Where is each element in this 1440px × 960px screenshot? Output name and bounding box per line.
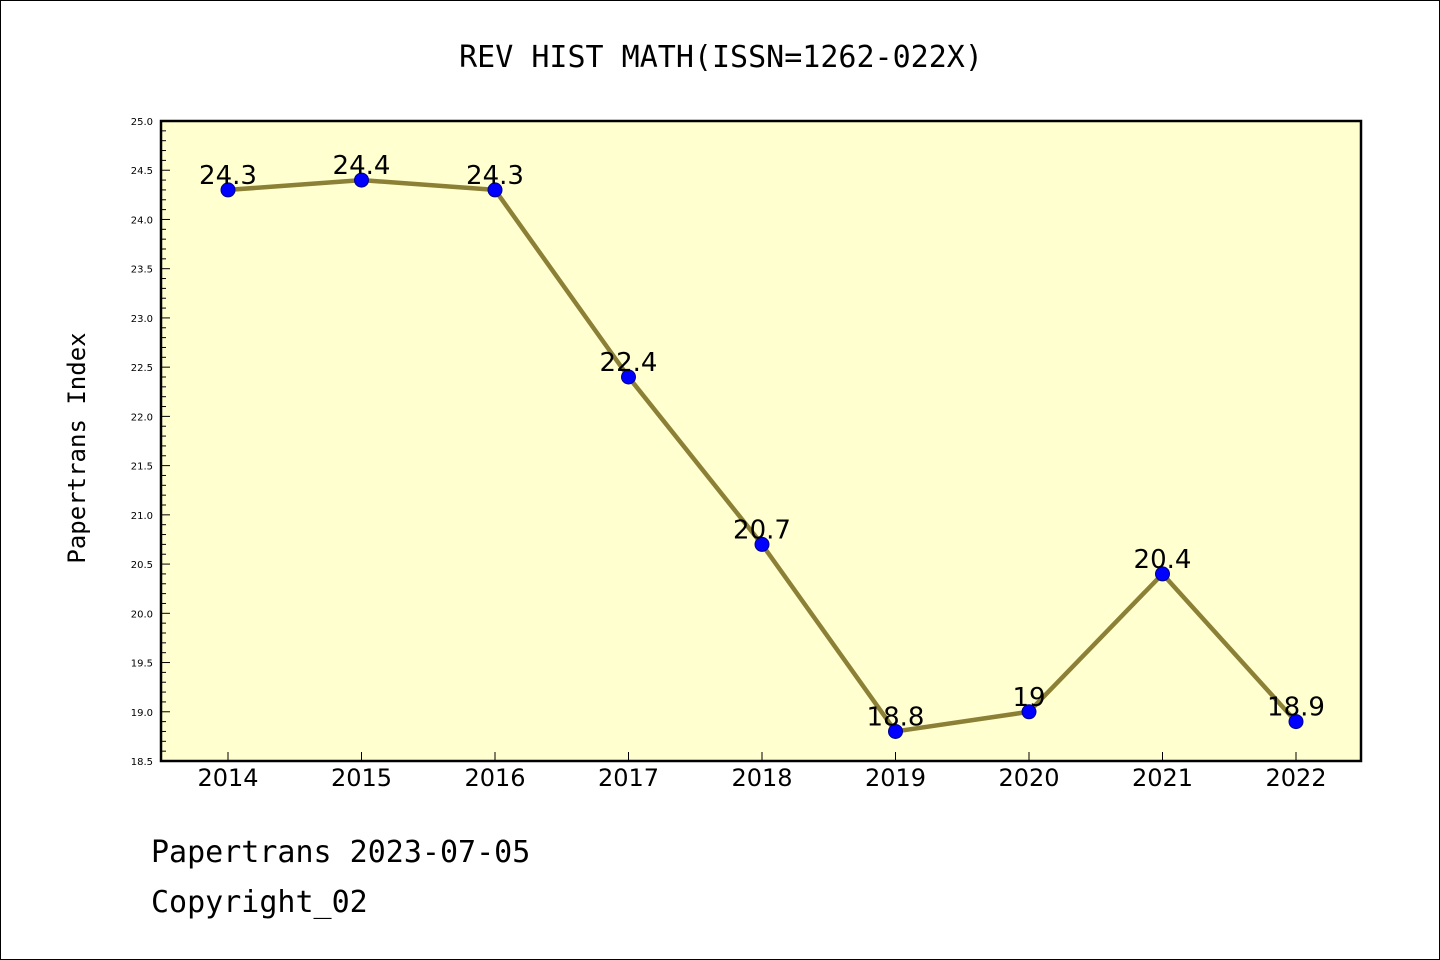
data-point [487, 182, 503, 198]
y-tick-label: 19.5 [131, 659, 153, 670]
data-label: 24.3 [466, 161, 524, 191]
data-label: 18.9 [1267, 693, 1325, 723]
data-label: 18.8 [867, 702, 925, 732]
y-tick-label: 24.0 [131, 215, 153, 226]
data-point [888, 723, 903, 739]
y-tick-label: 19.0 [131, 708, 153, 719]
data-point [220, 182, 236, 198]
y-tick-label: 23.5 [131, 265, 153, 276]
y-tick-label: 22.0 [131, 412, 153, 423]
data-label: 24.3 [199, 161, 257, 191]
y-tick-label: 20.5 [131, 560, 153, 571]
y-tick-label: 20.0 [131, 609, 153, 620]
x-tick-label: 2016 [464, 764, 525, 792]
x-tick-label: 2018 [731, 764, 792, 792]
plot-area [159, 119, 1363, 763]
x-tick-label: 2022 [1265, 764, 1326, 792]
data-point [1155, 566, 1170, 582]
x-tick-label: 2017 [598, 764, 659, 792]
data-label: 24.4 [333, 151, 391, 181]
y-tick-label: 23.0 [131, 314, 153, 325]
y-axis-ticks: 18.5 19.0 19.5 20.0 20.5 21.0 21.5 22.0 22.5 23.0… [131, 117, 170, 768]
data-label: 22.4 [600, 348, 658, 378]
y-tick-label: 21.5 [131, 462, 153, 473]
chart-title: REV HIST MATH(ISSN=1262-022X) [459, 40, 983, 75]
y-tick-label: 21.0 [131, 511, 153, 522]
data-point [754, 536, 770, 552]
data-point [1288, 714, 1304, 730]
x-tick-label: 2015 [331, 764, 392, 792]
data-label: 19 [1012, 683, 1045, 713]
y-tick-label: 22.5 [131, 363, 153, 374]
x-tick-label: 2020 [998, 764, 1059, 792]
y-tick-label: 25.0 [131, 117, 153, 128]
y-tick-label: 18.5 [131, 757, 153, 768]
data-point [1021, 704, 1037, 720]
x-tick-label: 2019 [865, 764, 926, 792]
y-axis-label: Papertrans Index [63, 332, 91, 563]
data-markers [220, 172, 1304, 739]
data-point [354, 172, 369, 188]
data-label: 20.7 [733, 515, 791, 545]
data-labels: 24.3 24.4 24.3 22.4 20.7 18.8 19 20.4 18.9 [199, 151, 1325, 732]
x-tick-label: 2021 [1132, 764, 1193, 792]
footer-date-text: Papertrans 2023-07-05 [151, 835, 531, 870]
y-tick-label: 24.5 [131, 166, 153, 177]
x-axis-ticks: 2014 2015 2016 2017 2018 2019 2020 2021 2022 [197, 752, 1327, 792]
data-label: 20.4 [1134, 545, 1192, 575]
x-tick-label: 2014 [197, 764, 258, 792]
data-point [621, 369, 636, 385]
footer-copyright-text: Copyright_02 [151, 885, 368, 920]
